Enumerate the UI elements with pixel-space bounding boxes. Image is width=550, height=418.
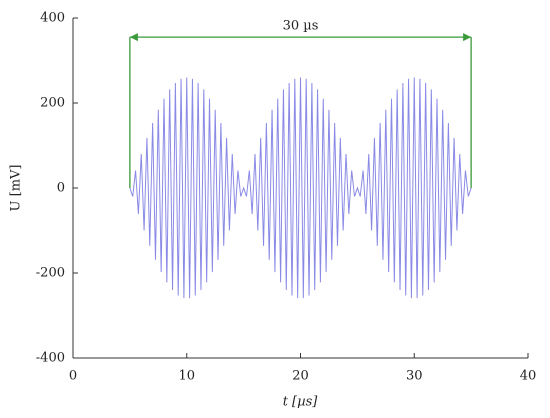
arrow-head (129, 33, 138, 42)
x-tick-label: 40 (520, 369, 537, 384)
annotation-label: 30 µs (283, 19, 319, 34)
x-tick-label: 0 (69, 369, 77, 384)
y-axis-label: U [mV] (9, 165, 24, 212)
arrow-head (463, 33, 472, 42)
y-tick-label: -400 (36, 351, 65, 366)
x-tick-label: 20 (292, 369, 309, 384)
y-tick-label: -200 (36, 266, 65, 281)
y-tick-label: 400 (40, 11, 65, 26)
x-axis-label: t [µs] (283, 395, 319, 410)
waveform (129, 77, 472, 299)
y-tick-label: 0 (57, 181, 65, 196)
x-tick-label: 10 (178, 369, 195, 384)
y-tick-label: 200 (40, 96, 65, 111)
x-tick-label: 30 (406, 369, 423, 384)
